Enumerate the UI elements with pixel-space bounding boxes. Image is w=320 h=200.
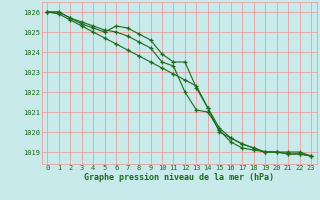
X-axis label: Graphe pression niveau de la mer (hPa): Graphe pression niveau de la mer (hPa) bbox=[84, 173, 274, 182]
